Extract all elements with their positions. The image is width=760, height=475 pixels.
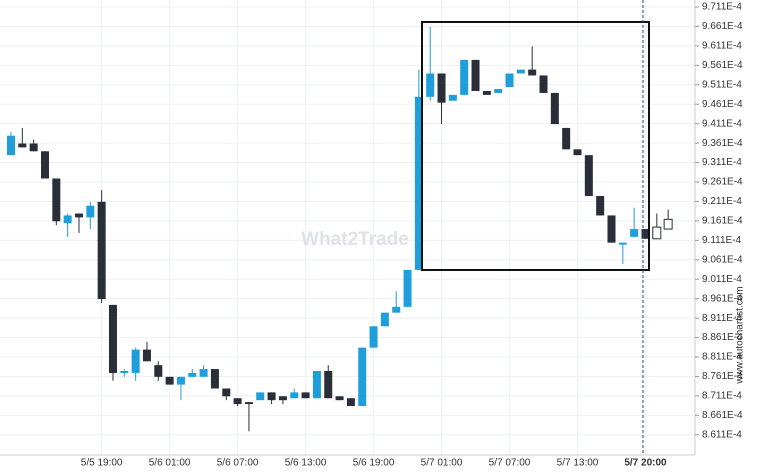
candle-body — [630, 229, 639, 237]
candle-body — [244, 402, 253, 405]
candle-body — [663, 218, 673, 230]
y-tick-label: 9.361E-4 — [702, 138, 743, 149]
candle-body — [346, 398, 355, 406]
candle-body — [437, 73, 446, 103]
candle-body — [426, 73, 435, 97]
y-tick-label: 9.211E-4 — [702, 196, 742, 207]
candle-body — [7, 135, 15, 156]
candle-body — [18, 143, 27, 148]
candle-body — [550, 92, 559, 125]
candle-body — [516, 69, 525, 74]
y-tick-label: 9.311E-4 — [702, 157, 742, 168]
x-tick-label: 5/6 01:00 — [149, 458, 191, 469]
candle-body — [335, 396, 344, 401]
candle-body — [573, 149, 582, 156]
candle-body — [562, 127, 571, 150]
candle-body — [256, 392, 265, 401]
candle-body — [199, 369, 208, 377]
x-tick-label: 5/6 07:00 — [217, 458, 259, 469]
candle-body — [448, 94, 457, 101]
candle-body — [539, 75, 548, 93]
candle-body — [324, 371, 333, 399]
x-tick-label: 5/7 07:00 — [489, 458, 531, 469]
candle-body — [267, 392, 276, 401]
y-tick-label: 8.661E-4 — [702, 410, 743, 421]
y-tick-label: 9.111E-4 — [702, 235, 742, 246]
candle-body — [142, 349, 151, 362]
candle-body — [222, 388, 231, 397]
candle-body — [29, 143, 38, 152]
candle-body — [301, 392, 310, 399]
candle-body — [120, 371, 129, 373]
candle-body — [154, 365, 163, 377]
candle-body — [641, 229, 650, 239]
candle-body — [494, 89, 503, 93]
grid — [0, 0, 695, 455]
candle-body — [596, 196, 605, 216]
y-tick-label: 9.711E-4 — [702, 2, 742, 13]
y-tick-label: 8.611E-4 — [702, 429, 742, 440]
candle-body — [505, 73, 514, 88]
y-tick-label: 9.461E-4 — [702, 99, 743, 110]
y-tick-label: 8.961E-4 — [702, 293, 743, 304]
y-tick-label: 8.811E-4 — [702, 352, 742, 363]
candle-body — [108, 304, 117, 373]
source-label: www.autochartist.com — [735, 286, 746, 384]
candle-body — [52, 178, 61, 222]
candle-body — [176, 376, 185, 385]
y-tick-label: 9.561E-4 — [702, 60, 743, 71]
y-tick-label: 9.061E-4 — [702, 254, 743, 265]
candle-body — [471, 59, 480, 91]
candle-body — [369, 326, 378, 348]
pattern-box — [421, 21, 650, 271]
candle-body — [607, 215, 616, 243]
candle-body — [652, 226, 662, 240]
candle-body — [414, 96, 423, 270]
candle-body — [278, 396, 287, 401]
x-tick-label: 5/6 19:00 — [353, 458, 395, 469]
candle-body — [63, 215, 72, 224]
candle-body — [131, 349, 140, 373]
y-tick-label: 9.261E-4 — [702, 177, 743, 188]
candle-body — [188, 372, 197, 377]
candle-body — [40, 151, 49, 179]
candle-body — [403, 269, 412, 307]
candle-body — [460, 59, 469, 95]
y-tick-label: 9.611E-4 — [702, 41, 742, 52]
y-tick-label: 9.661E-4 — [702, 21, 743, 32]
candle-body — [392, 306, 401, 313]
candle-body — [233, 398, 242, 405]
candle-body — [528, 69, 537, 76]
x-tick-label: 5/6 13:00 — [285, 458, 327, 469]
y-tick-label: 9.511E-4 — [702, 79, 742, 90]
y-tick-label: 8.911E-4 — [702, 313, 742, 324]
candle-body — [74, 213, 83, 218]
candle-body — [358, 347, 367, 406]
candle-body — [380, 312, 389, 327]
candle-body — [165, 376, 174, 385]
x-tick-label: 5/5 19:00 — [81, 458, 123, 469]
candle-body — [482, 91, 491, 95]
candles — [7, 26, 673, 432]
candle-body — [312, 371, 321, 399]
y-tick-label: 9.011E-4 — [702, 274, 742, 285]
y-tick-label: 8.711E-4 — [702, 391, 742, 402]
candle-body — [210, 369, 219, 389]
x-tick-label: 5/7 01:00 — [421, 458, 463, 469]
watermark: What2Trade — [301, 229, 409, 250]
candle-body — [290, 392, 299, 399]
candle-body — [97, 201, 106, 300]
candle-body — [584, 155, 593, 196]
candle-body — [86, 205, 95, 218]
candle-body — [618, 242, 627, 245]
y-tick-label: 9.161E-4 — [702, 216, 743, 227]
y-tick-label: 8.761E-4 — [702, 371, 743, 382]
x-tick-label: 5/7 20:00 — [624, 458, 667, 469]
y-tick-label: 8.861E-4 — [702, 332, 743, 343]
x-tick-label: 5/7 13:00 — [557, 458, 599, 469]
y-tick-label: 9.411E-4 — [702, 118, 742, 129]
